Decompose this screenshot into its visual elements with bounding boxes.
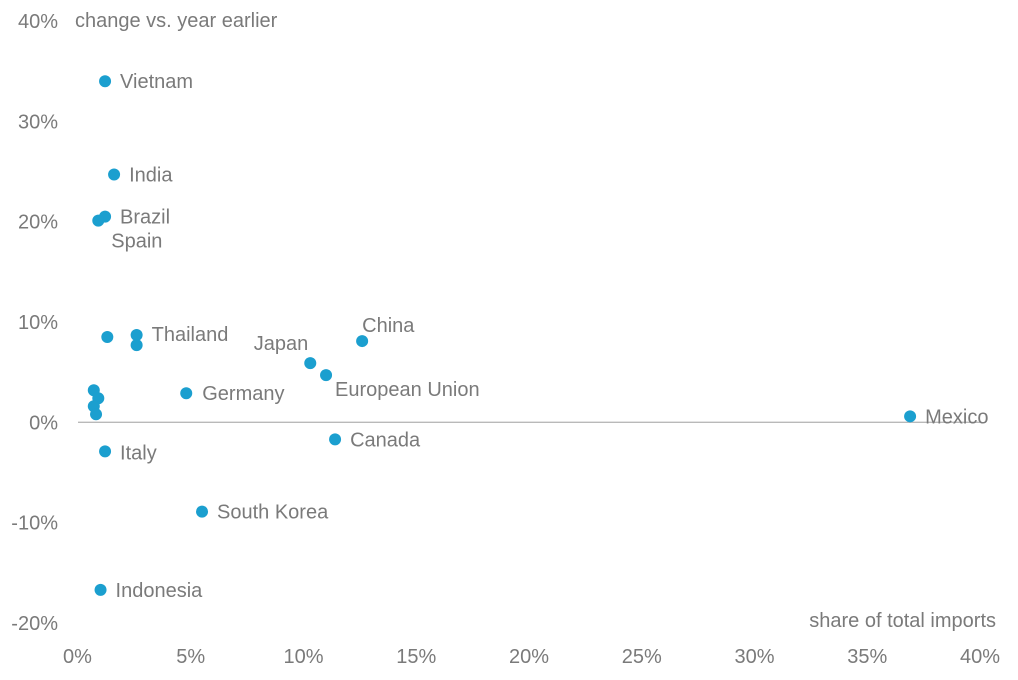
x-tick-label: 40% <box>960 646 1000 668</box>
x-tick-label: 25% <box>622 646 662 668</box>
data-point <box>904 410 917 423</box>
data-point <box>329 433 342 446</box>
y-tick-label: 0% <box>29 412 58 434</box>
point-label: European Union <box>335 379 480 401</box>
point-label: Spain <box>111 231 162 253</box>
x-tick-label: 35% <box>847 646 887 668</box>
data-point <box>356 335 369 348</box>
point-label: Italy <box>120 442 157 464</box>
point-label: Brazil <box>120 207 170 229</box>
data-point <box>130 339 143 352</box>
y-tick-label: 40% <box>18 11 58 33</box>
data-point <box>94 583 107 596</box>
point-label: India <box>129 165 173 187</box>
x-tick-label: 0% <box>63 646 92 668</box>
point-label: China <box>362 315 415 337</box>
data-point <box>130 329 143 342</box>
data-point <box>99 445 112 458</box>
data-point <box>196 505 209 518</box>
x-tick-label: 5% <box>176 646 205 668</box>
x-axis-title: share of total imports <box>809 610 996 632</box>
point-label: Canada <box>350 429 421 451</box>
point-label: South Korea <box>217 502 329 524</box>
point-label: Germany <box>202 383 284 405</box>
point-label: Japan <box>254 333 309 355</box>
data-point <box>320 369 333 382</box>
data-point <box>92 214 105 227</box>
point-label: Mexico <box>925 406 988 428</box>
data-point <box>108 168 121 181</box>
y-tick-label: -20% <box>11 613 58 635</box>
data-point <box>304 357 317 370</box>
data-point <box>180 387 193 400</box>
y-tick-label: -10% <box>11 513 58 535</box>
x-tick-label: 15% <box>396 646 436 668</box>
x-tick-label: 30% <box>734 646 774 668</box>
x-tick-label: 20% <box>509 646 549 668</box>
data-point <box>90 408 103 421</box>
data-point <box>101 331 114 344</box>
y-tick-label: 20% <box>18 212 58 234</box>
x-tick-label: 10% <box>283 646 323 668</box>
y-tick-label: 10% <box>18 312 58 334</box>
y-tick-label: 30% <box>18 111 58 133</box>
point-label: Thailand <box>152 324 229 346</box>
point-label: Indonesia <box>116 580 204 602</box>
y-axis-title: change vs. year earlier <box>75 10 278 32</box>
data-point <box>99 75 112 88</box>
point-label: Vietnam <box>120 71 193 93</box>
